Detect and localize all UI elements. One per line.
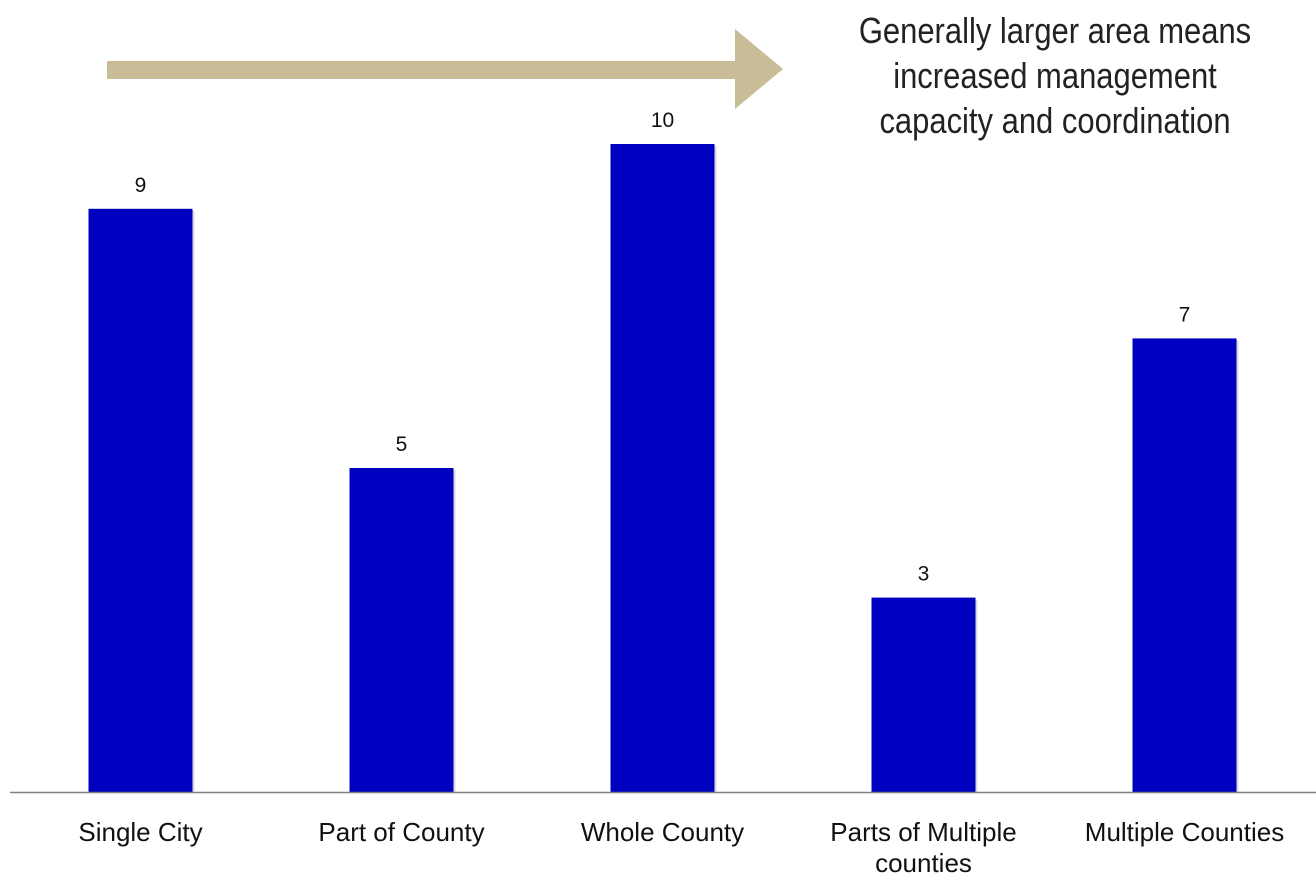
x-tick-label: Parts of Multiple counties (830, 817, 1016, 878)
bar (871, 597, 976, 792)
x-tick-label: Multiple Counties (1085, 817, 1284, 847)
bar (1132, 338, 1237, 792)
trend-annotation: Generally larger area means increased ma… (836, 8, 1275, 143)
data-label: 5 (396, 433, 408, 456)
x-tick-label: Single City (78, 817, 202, 847)
annotation-line-2: increased management (893, 55, 1217, 96)
data-labels: 9 5 10 3 7 (135, 109, 1191, 586)
x-tick-label: Part of County (318, 817, 484, 847)
data-label: 3 (918, 563, 930, 586)
x-tick-label: Whole County (581, 817, 744, 847)
annotation-line-3: capacity and coordination (879, 100, 1231, 141)
annotation-line-1: Generally larger area means (858, 10, 1252, 51)
data-label: 9 (135, 174, 147, 197)
data-label: 10 (651, 109, 674, 132)
bar (349, 468, 454, 792)
x-tick-labels: Single City Part of County Whole County Par… (78, 817, 1284, 878)
trend-arrow (107, 29, 783, 109)
bar (88, 208, 193, 793)
bar (610, 144, 715, 792)
bars (88, 144, 1239, 793)
data-label: 7 (1179, 303, 1191, 326)
arrow-shape (107, 29, 783, 109)
